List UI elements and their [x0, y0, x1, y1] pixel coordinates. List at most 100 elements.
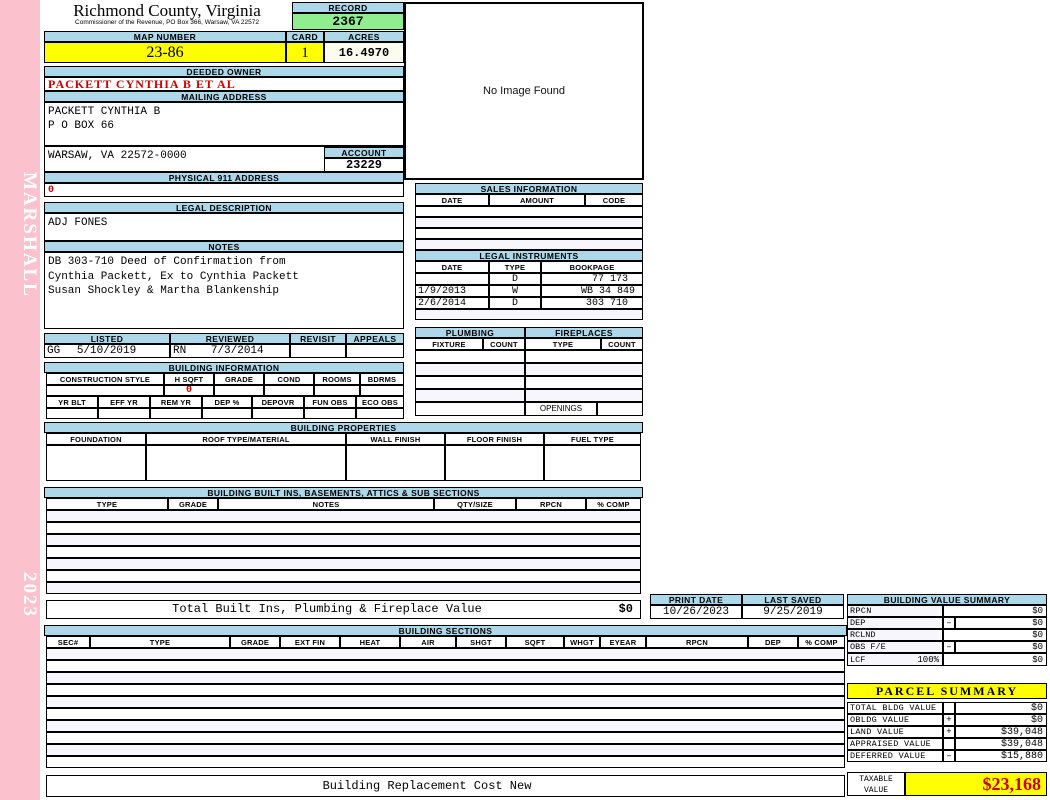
li-type[interactable]: D [489, 273, 541, 285]
bi-val-remyr[interactable] [150, 408, 202, 419]
bi-val-funobs[interactable] [304, 408, 356, 419]
building-sections-footer-label: Building Replacement Cost New [322, 779, 532, 793]
li-date[interactable]: 1/9/2013 [415, 285, 489, 297]
bp-val-floor[interactable] [445, 445, 544, 481]
bi-val-grade[interactable] [214, 385, 264, 396]
table-row[interactable] [46, 558, 641, 570]
table-row[interactable] [46, 732, 845, 744]
table-row[interactable] [46, 534, 641, 546]
bi-val-rooms[interactable] [314, 385, 360, 396]
bi-val-yrblt[interactable] [46, 408, 98, 419]
fireplaces-row[interactable] [525, 350, 643, 363]
table-row[interactable] [46, 570, 641, 582]
li-type[interactable]: D [489, 297, 541, 309]
physical-address-header: PHYSICAL 911 ADDRESS [44, 172, 404, 183]
bi-col-effyr: EFF YR [98, 396, 150, 408]
table-row[interactable] [415, 309, 643, 320]
ps-op: + [943, 726, 955, 738]
table-row[interactable] [46, 672, 845, 684]
table-row[interactable] [46, 684, 845, 696]
table-row[interactable] [46, 756, 845, 768]
table-row[interactable] [415, 217, 643, 228]
table-row[interactable] [46, 510, 641, 522]
bvs-op: – [943, 617, 955, 629]
bin-col-rpcn: RPCN [516, 498, 586, 510]
bi-val-dep[interactable] [202, 408, 252, 419]
notes-line: Susan Shockley & Martha Blankenship [48, 285, 280, 297]
mailing-line-1: PACKETT CYNTHIA B [48, 106, 161, 118]
fireplaces-row[interactable] [525, 376, 643, 389]
built-ins-total-label: Total Built Ins, Plumbing & Fireplace Va… [172, 602, 482, 616]
page-subtitle: Commissioner of the Revenue, PO Box 366,… [75, 19, 259, 26]
bi-val-effyr[interactable] [98, 408, 150, 419]
fireplace-openings-value[interactable] [597, 402, 643, 416]
table-row[interactable] [415, 228, 643, 239]
table-row[interactable] [46, 522, 641, 534]
listed-date: 5/10/2019 [76, 345, 137, 357]
account-header: ACCOUNT [324, 147, 404, 158]
reviewed-by: RN [173, 345, 187, 357]
bp-val-roof[interactable] [146, 445, 346, 481]
plumbing-row[interactable] [415, 389, 525, 402]
reviewed-value: RN 7/3/2014 [170, 344, 290, 358]
bi-val-ecoobs[interactable] [356, 408, 404, 419]
fireplaces-header: FIREPLACES [525, 327, 643, 338]
ps-op [943, 738, 955, 750]
plumbing-row[interactable] [415, 363, 525, 376]
mailing-address-box: PACKETT CYNTHIA B P O BOX 66 [44, 102, 404, 146]
plumbing-row[interactable] [415, 402, 525, 416]
table-row[interactable] [46, 744, 845, 756]
ps-value: $39,048 [955, 726, 1047, 738]
bi-val-depovr[interactable] [252, 408, 304, 419]
last-saved-value: 9/25/2019 [742, 605, 844, 619]
li-col-date: DATE [415, 261, 489, 273]
table-row[interactable] [415, 206, 643, 217]
building-information-header: BUILDING INFORMATION [44, 362, 404, 373]
li-date[interactable]: 2/6/2014 [415, 297, 489, 309]
li-bookpage[interactable]: 77 173 [541, 273, 643, 285]
bvs-value: $0 [943, 629, 1047, 641]
built-ins-total-row: Total Built Ins, Plumbing & Fireplace Va… [46, 600, 641, 619]
bi-col-yrblt: YR BLT [46, 396, 98, 408]
bs-col-air: AIR [400, 636, 456, 648]
bs-col-grade: GRADE [230, 636, 280, 648]
bi-val-construction-style[interactable] [46, 385, 164, 396]
li-date[interactable] [415, 273, 489, 285]
li-bookpage[interactable]: 303 710 [541, 297, 643, 309]
plumbing-row[interactable] [415, 376, 525, 389]
table-row[interactable] [415, 239, 643, 250]
appeals-header: APPEALS [346, 333, 404, 344]
fireplaces-row[interactable] [525, 389, 643, 402]
bp-val-fuel[interactable] [544, 445, 641, 481]
bi-val-cond[interactable] [264, 385, 314, 396]
bp-val-wall[interactable] [346, 445, 445, 481]
bi-col-cond: COND [264, 373, 314, 385]
table-row[interactable] [46, 546, 641, 558]
table-row[interactable] [46, 582, 641, 594]
bi-val-bdrms[interactable] [360, 385, 404, 396]
table-row[interactable] [46, 660, 845, 672]
li-bookpage[interactable]: WB 34 849 [541, 285, 643, 297]
bi-val-hsqft[interactable]: 0 [164, 385, 214, 396]
ps-op [943, 702, 955, 714]
bs-col-dep: DEP [748, 636, 798, 648]
bvs-label: DEP [847, 617, 943, 629]
table-row[interactable] [46, 720, 845, 732]
plumbing-row[interactable] [415, 350, 525, 363]
bvs-value: $0 [955, 641, 1047, 653]
bp-val-foundation[interactable] [46, 445, 146, 481]
table-row[interactable] [46, 648, 845, 660]
parcel-summary-title: PARCEL SUMMARY [847, 683, 1047, 699]
fireplaces-row[interactable] [525, 363, 643, 376]
deeded-owner-value: PACKETT CYNTHIA B ET AL [44, 77, 404, 91]
legal-instruments-header: LEGAL INSTRUMENTS [415, 250, 643, 261]
page-title: Richmond County, Virginia [73, 1, 261, 20]
table-row[interactable] [46, 708, 845, 720]
fireplaces-col-type: TYPE [525, 338, 601, 350]
table-row[interactable] [46, 696, 845, 708]
bs-col-eyear: EYEAR [600, 636, 646, 648]
bin-col-comp: % COMP [586, 498, 641, 510]
li-type[interactable]: W [489, 285, 541, 297]
locality-rail: MARSHALL 2023 [0, 0, 40, 800]
bin-col-notes: NOTES [218, 498, 434, 510]
